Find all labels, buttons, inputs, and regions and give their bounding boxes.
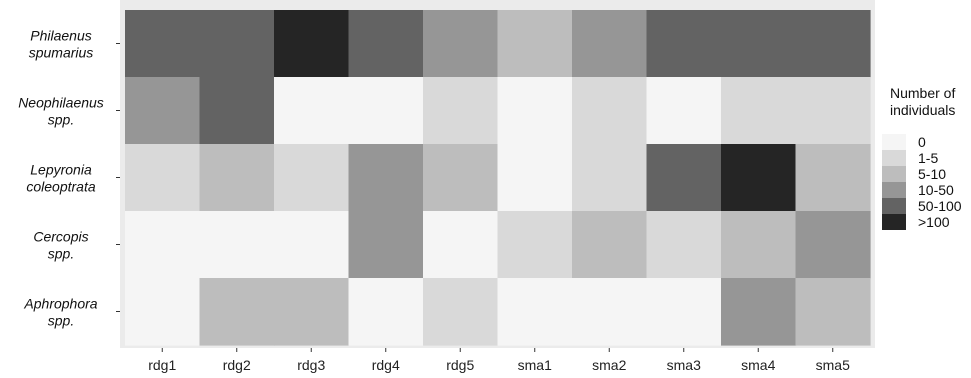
heatmap-cell xyxy=(348,10,424,78)
heatmap-cell xyxy=(497,211,573,279)
heatmap-cell xyxy=(199,278,275,346)
heatmap-cells xyxy=(125,10,871,346)
heatmap-cell xyxy=(125,77,201,145)
heatmap-cell xyxy=(721,144,797,212)
y-tick-label: Aphrophora spp. xyxy=(23,296,97,329)
heatmap-cell xyxy=(795,278,871,346)
x-axis: rdg1 rdg2 rdg3 rdg4 rdg5 sma1 sma2 sma3 sma4 sma5 xyxy=(148,348,850,373)
x-tick-label: rdg3 xyxy=(297,357,325,373)
heatmap-cell xyxy=(497,10,573,78)
heatmap-cell xyxy=(125,10,201,78)
heatmap-cell xyxy=(646,211,722,279)
legend-key xyxy=(882,150,906,166)
legend: Number of individuals 01-55-1010-5050-100>… xyxy=(882,85,962,230)
legend-key xyxy=(882,134,906,150)
heatmap-cell xyxy=(348,211,424,279)
heatmap-cell xyxy=(199,144,275,212)
heatmap-cell xyxy=(423,77,499,145)
legend-label: 0 xyxy=(918,134,926,150)
heatmap-cell xyxy=(199,77,275,145)
heatmap-cell xyxy=(795,144,871,212)
heatmap-cell xyxy=(646,77,722,145)
y-tick-label: Neophilaenus spp. xyxy=(18,95,104,128)
legend-label: 1-5 xyxy=(918,150,938,166)
legend-label: 10-50 xyxy=(918,182,954,198)
heatmap-cell xyxy=(199,10,275,78)
x-tick-label: rdg4 xyxy=(372,357,400,373)
x-tick-label: rdg2 xyxy=(223,357,251,373)
heatmap-cell xyxy=(274,10,350,78)
heatmap-cell xyxy=(125,144,201,212)
heatmap-cell xyxy=(423,278,499,346)
heatmap-cell xyxy=(274,144,350,212)
legend-title: Number of individuals xyxy=(890,85,955,118)
y-tick-label: Cercopis spp. xyxy=(33,229,88,262)
heatmap-cell xyxy=(795,10,871,78)
legend-key xyxy=(882,166,906,182)
heatmap-cell xyxy=(423,211,499,279)
legend-key xyxy=(882,198,906,214)
heatmap-cell xyxy=(274,278,350,346)
heatmap-cell xyxy=(646,144,722,212)
y-tick-label: Philaenus spumarius xyxy=(29,28,94,61)
x-tick-label: sma3 xyxy=(667,357,701,373)
heatmap-cell xyxy=(423,10,499,78)
x-tick-label: sma4 xyxy=(741,357,775,373)
x-tick-label: rdg5 xyxy=(446,357,474,373)
heatmap-cell xyxy=(721,278,797,346)
heatmap-cell xyxy=(721,77,797,145)
heatmap-cell xyxy=(795,211,871,279)
heatmap-cell xyxy=(497,278,573,346)
y-tick-label: Lepyronia coleoptrata xyxy=(26,162,95,195)
x-tick-label: sma2 xyxy=(592,357,626,373)
legend-key xyxy=(882,214,906,230)
heatmap-cell xyxy=(572,211,648,279)
heatmap-cell xyxy=(125,278,201,346)
legend-label: >100 xyxy=(918,214,950,230)
heatmap-cell xyxy=(572,77,648,145)
heatmap-cell xyxy=(348,77,424,145)
x-tick-label: sma1 xyxy=(518,357,552,373)
heatmap-cell xyxy=(497,144,573,212)
heatmap-cell xyxy=(572,278,648,346)
heatmap-cell xyxy=(423,144,499,212)
heatmap-cell xyxy=(572,10,648,78)
heatmap-cell xyxy=(348,278,424,346)
heatmap-cell xyxy=(572,144,648,212)
heatmap-cell xyxy=(497,77,573,145)
heatmap-cell xyxy=(274,211,350,279)
legend-key xyxy=(882,182,906,198)
x-tick-label: rdg1 xyxy=(148,357,176,373)
heatmap-cell xyxy=(646,278,722,346)
heatmap-cell xyxy=(721,10,797,78)
heatmap-cell xyxy=(646,10,722,78)
heatmap-cell xyxy=(795,77,871,145)
heatmap-cell xyxy=(199,211,275,279)
heatmap-cell xyxy=(274,77,350,145)
legend-label: 5-10 xyxy=(918,166,946,182)
heatmap-cell xyxy=(348,144,424,212)
legend-label: 50-100 xyxy=(918,198,962,214)
heatmap-cell xyxy=(125,211,201,279)
x-tick-label: sma5 xyxy=(816,357,850,373)
heatmap-cell xyxy=(721,211,797,279)
y-axis: Philaenus spumarius Neophilaenus spp. Lepyro… xyxy=(18,28,120,329)
